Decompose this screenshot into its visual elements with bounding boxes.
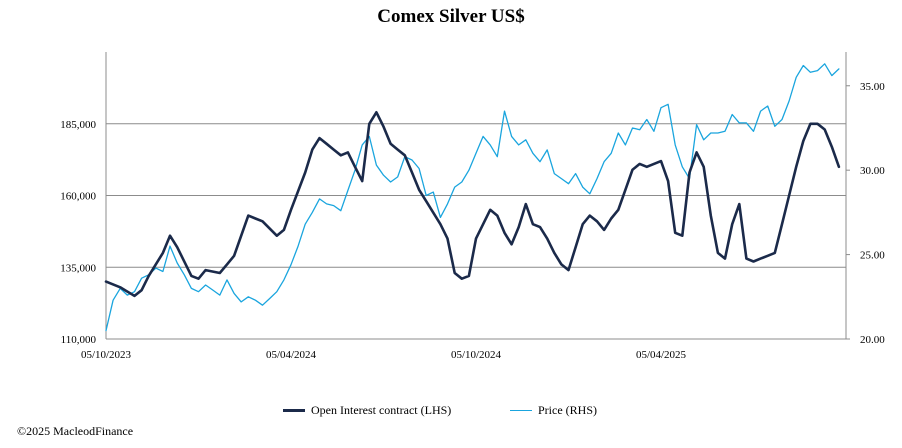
right-tick-label: 30.00: [860, 165, 885, 177]
legend-label-open-interest: Open Interest contract (LHS): [311, 403, 452, 417]
left-tick-label: 110,000: [61, 334, 97, 346]
axes: [105, 52, 847, 340]
left-tick-label: 135,000: [60, 262, 96, 274]
legend-swatch-open-interest: [283, 409, 305, 412]
price-line: [105, 63, 840, 332]
legend-label-price: Price (RHS): [538, 403, 597, 417]
x-axis-ticks: 05/10/2023 05/04/2024 05/10/2024 05/04/2025: [81, 349, 687, 361]
left-axis-ticks: 110,000 135,000 160,000 185,000: [60, 119, 96, 346]
legend-item-price: Price (RHS): [510, 403, 597, 418]
left-tick-label: 185,000: [60, 119, 96, 131]
series-layer: [104, 63, 841, 332]
legend-item-open-interest: Open Interest contract (LHS): [283, 403, 451, 418]
open-interest-line: [104, 111, 841, 298]
gridlines: [106, 123, 846, 268]
x-tick-label: 05/10/2024: [451, 349, 502, 361]
x-tick-label: 05/04/2024: [266, 349, 317, 361]
right-tick-label: 20.00: [860, 334, 885, 346]
left-tick-label: 160,000: [60, 191, 96, 203]
right-axis-ticks: 20.00 25.00 30.00 35.00: [846, 81, 885, 346]
copyright-note: ©2025 MacleodFinance: [17, 424, 134, 438]
chart-title: Comex Silver US$: [377, 6, 525, 27]
right-tick-label: 35.00: [860, 81, 885, 93]
legend-swatch-price: [510, 410, 532, 411]
right-tick-label: 25.00: [860, 250, 885, 262]
x-tick-label: 05/04/2025: [636, 349, 687, 361]
x-tick-label: 05/10/2023: [81, 349, 132, 361]
